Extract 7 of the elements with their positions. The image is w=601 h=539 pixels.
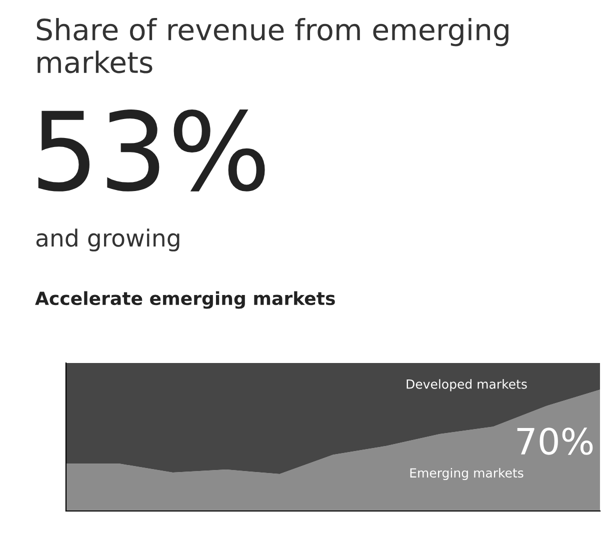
text: and growing: [36, 228, 180, 252]
chart-subtitle: Accelerate emerging markets: [35, 291, 335, 309]
series-label: Emerging markets: [410, 468, 524, 480]
chart-title: Share of revenue from emerging markets: [36, 18, 508, 74]
series-label: Developed markets: [406, 379, 527, 392]
annotation: 70%: [517, 428, 593, 455]
text: 53%: [38, 109, 265, 192]
